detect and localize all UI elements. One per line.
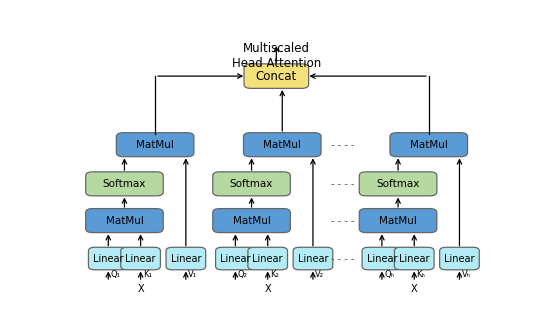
- Text: MatMul: MatMul: [232, 216, 270, 225]
- Text: Linear: Linear: [444, 253, 475, 264]
- FancyBboxPatch shape: [213, 172, 290, 196]
- FancyBboxPatch shape: [88, 247, 128, 270]
- Text: Linear: Linear: [93, 253, 123, 264]
- Text: Kₕ: Kₕ: [416, 270, 425, 279]
- Text: Multiscaled
Head Attention: Multiscaled Head Attention: [232, 42, 321, 70]
- Text: Linear: Linear: [297, 253, 328, 264]
- Text: - - - -: - - - -: [331, 140, 355, 150]
- FancyBboxPatch shape: [390, 133, 468, 157]
- Text: MatMul: MatMul: [264, 140, 301, 150]
- Text: Vₕ: Vₕ: [461, 270, 471, 279]
- Text: V₂: V₂: [315, 270, 324, 279]
- FancyBboxPatch shape: [244, 133, 321, 157]
- FancyBboxPatch shape: [121, 247, 161, 270]
- Text: Softmax: Softmax: [103, 179, 146, 189]
- Text: X: X: [411, 285, 418, 294]
- FancyBboxPatch shape: [359, 172, 437, 196]
- Text: Q₁: Q₁: [111, 270, 121, 279]
- FancyBboxPatch shape: [116, 133, 194, 157]
- Text: Linear: Linear: [366, 253, 397, 264]
- Text: - - - -: - - - -: [331, 253, 355, 264]
- Text: Qₕ: Qₕ: [384, 270, 394, 279]
- FancyBboxPatch shape: [86, 172, 163, 196]
- Text: Q₂: Q₂: [237, 270, 247, 279]
- FancyBboxPatch shape: [213, 209, 290, 232]
- FancyBboxPatch shape: [216, 247, 255, 270]
- Text: X: X: [137, 285, 144, 294]
- FancyBboxPatch shape: [440, 247, 479, 270]
- Text: Linear: Linear: [171, 253, 201, 264]
- Text: K₂: K₂: [270, 270, 279, 279]
- Text: Softmax: Softmax: [376, 179, 420, 189]
- FancyBboxPatch shape: [293, 247, 333, 270]
- Text: - - - -: - - - -: [331, 179, 355, 189]
- Text: MatMul: MatMul: [410, 140, 448, 150]
- Text: X: X: [265, 285, 271, 294]
- FancyBboxPatch shape: [166, 247, 206, 270]
- FancyBboxPatch shape: [248, 247, 287, 270]
- FancyBboxPatch shape: [394, 247, 434, 270]
- Text: Linear: Linear: [125, 253, 156, 264]
- Text: Concat: Concat: [256, 70, 297, 83]
- Text: MatMul: MatMul: [379, 216, 417, 225]
- Text: Linear: Linear: [252, 253, 283, 264]
- Text: K₁: K₁: [143, 270, 152, 279]
- FancyBboxPatch shape: [362, 247, 402, 270]
- FancyBboxPatch shape: [359, 209, 437, 232]
- Text: Linear: Linear: [399, 253, 429, 264]
- FancyBboxPatch shape: [86, 209, 163, 232]
- Text: V₁: V₁: [188, 270, 197, 279]
- Text: Linear: Linear: [220, 253, 251, 264]
- Text: Softmax: Softmax: [230, 179, 273, 189]
- Text: MatMul: MatMul: [106, 216, 143, 225]
- Text: - - - -: - - - -: [331, 216, 355, 225]
- FancyBboxPatch shape: [244, 64, 309, 88]
- Text: MatMul: MatMul: [136, 140, 174, 150]
